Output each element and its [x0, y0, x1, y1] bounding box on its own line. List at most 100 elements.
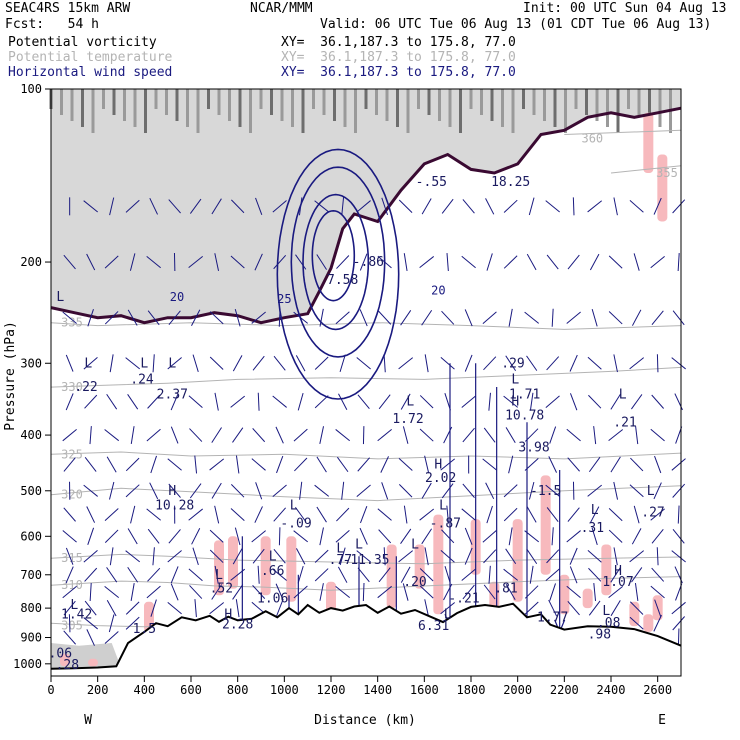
wind-vector — [654, 455, 662, 474]
wind-vector — [211, 584, 223, 600]
pv-negative-patch — [386, 544, 397, 609]
wind-vector — [339, 354, 346, 373]
y-tick-label: 100 — [20, 82, 42, 96]
pv-extremum-label: L — [290, 498, 298, 513]
wind-vector — [316, 506, 327, 523]
pv-extremum-label: -.55 — [416, 175, 447, 190]
wind-vector — [610, 566, 621, 583]
wind-vector — [377, 585, 392, 599]
wind-vector — [482, 530, 497, 543]
wind-vector — [421, 198, 432, 215]
wind-vector — [524, 311, 540, 324]
x-tick-label: 1000 — [270, 683, 299, 697]
stratosphere-fill — [51, 89, 681, 323]
x-tick-label: 2400 — [597, 683, 626, 697]
wind-vector — [608, 529, 623, 543]
wind-vector — [109, 547, 114, 566]
wind-vector — [257, 565, 260, 584]
wind-vector — [62, 311, 77, 324]
wind-vector — [167, 458, 182, 471]
wind-vector — [383, 354, 386, 373]
wind-vector — [214, 392, 219, 411]
wind-vector — [278, 308, 281, 327]
wind-vector — [629, 199, 644, 213]
wind-vector — [419, 256, 435, 269]
wind-vector — [63, 457, 76, 472]
wind-vector — [147, 310, 160, 326]
wind-vector — [419, 428, 434, 442]
wind-vector — [631, 567, 643, 583]
x-tick-label: 0 — [47, 683, 54, 697]
wind-vector — [505, 427, 516, 444]
wind-vector — [651, 394, 665, 409]
wind-vector — [359, 253, 368, 271]
wind-vector — [295, 548, 306, 565]
y-axis-title: Pressure (hPa) — [3, 321, 18, 431]
wind-vector — [125, 199, 140, 213]
pv-negative-patch — [286, 536, 297, 602]
theta-label: 355 — [656, 166, 678, 180]
pv-extremum-label: L — [602, 604, 610, 619]
wind-vector — [336, 456, 349, 473]
wind-vector — [294, 457, 308, 472]
wind-vector — [316, 254, 327, 270]
pv-extremum-label: L — [591, 503, 599, 518]
wind-vector — [275, 583, 284, 601]
wind-vector — [254, 253, 263, 271]
wind-vector — [566, 530, 581, 543]
wind-vector — [672, 310, 685, 326]
wind-vector — [65, 566, 74, 584]
pv-extremum-label: .31 — [581, 521, 604, 536]
wind-vector — [653, 614, 662, 632]
wind-vector — [316, 456, 327, 473]
wind-vector — [255, 197, 263, 215]
pv-extremum-label: H — [168, 484, 176, 499]
wind-vector — [125, 601, 140, 615]
pv-extremum-label: .29 — [501, 356, 524, 371]
pv-extremum-label: H — [434, 457, 442, 472]
wind-vector — [272, 395, 287, 408]
wind-vector — [295, 254, 307, 270]
wind-vector — [650, 255, 665, 269]
wind-vector — [146, 585, 161, 599]
wind-vector — [629, 601, 644, 615]
theta-contour-355 — [610, 165, 682, 174]
wind-vector — [526, 506, 537, 523]
wind-vector — [529, 392, 534, 411]
wind-vector — [440, 458, 455, 471]
pv-extremum-label: L — [336, 541, 344, 556]
wind-vector — [252, 548, 265, 564]
wind-vector — [613, 547, 618, 566]
wind-vector — [339, 547, 346, 566]
wind-vector — [209, 529, 224, 543]
wind-vector — [400, 310, 412, 326]
wind-vector — [629, 357, 645, 370]
pv-negative-patch — [60, 653, 70, 667]
wind-vector — [209, 458, 225, 471]
wind-vector — [235, 599, 240, 618]
wind-vector — [482, 458, 497, 471]
wind-vector — [566, 428, 581, 442]
wind-vector — [255, 482, 263, 500]
wind-vector — [545, 395, 560, 408]
pv-extremum-label: .28 — [56, 658, 79, 673]
wind-vector — [651, 310, 664, 326]
wind-vector — [146, 428, 161, 442]
x-tick-label: 2200 — [550, 683, 579, 697]
pv-extremum-label: -.21 — [448, 592, 479, 607]
pv-extremum-label: -.86 — [353, 255, 384, 270]
wind-vector — [147, 394, 161, 409]
wind-vector — [587, 484, 603, 497]
wind-vector — [87, 309, 94, 327]
wind-vector — [234, 308, 241, 327]
wind-vector — [356, 484, 371, 497]
wind-vector — [549, 426, 557, 444]
wind-vector — [86, 253, 96, 271]
wind-vector — [152, 354, 155, 373]
valid-time: Valid: 06 UTC Tue 06 Aug 13 (01 CDT Tue … — [320, 17, 712, 32]
wind-vector — [104, 529, 119, 543]
wind-vector — [106, 393, 118, 410]
wind-vector — [440, 602, 455, 615]
wind-vector — [486, 505, 493, 524]
wind-vector — [194, 599, 197, 618]
